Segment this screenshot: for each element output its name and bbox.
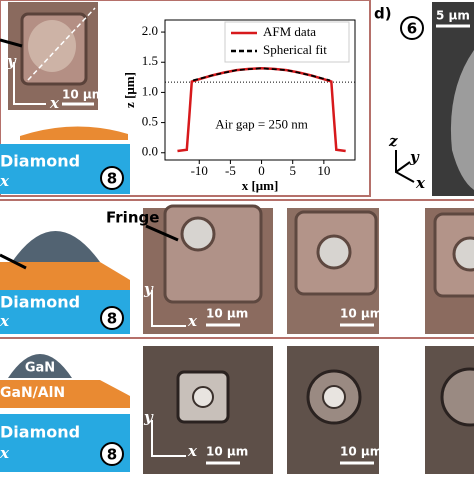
y-axis-label: z [μm]	[122, 72, 137, 108]
x-axis-label: x [μm]	[242, 178, 279, 193]
data-line	[192, 67, 331, 82]
x-tick-label: 10	[317, 163, 330, 178]
profile-line	[27, 7, 96, 81]
annotation: Fringe	[106, 209, 159, 227]
layer-label: GaN/AlN	[0, 385, 65, 401]
axis-label: x	[0, 444, 10, 462]
axes-icon	[395, 161, 411, 173]
y-tick-label: 0.5	[142, 114, 158, 129]
layer	[0, 262, 130, 290]
scale-bar-label: 10 μm	[340, 445, 382, 459]
x-tick-label: -10	[191, 163, 208, 178]
step-badge	[100, 166, 124, 190]
step-number: 8	[107, 446, 117, 464]
dome	[452, 236, 474, 272]
data-line	[177, 67, 346, 153]
dome	[322, 385, 346, 409]
axes-icon	[13, 62, 46, 105]
material-label: Diamond	[0, 423, 80, 442]
scale-bar-label: 10 μm	[340, 307, 382, 321]
y-tick-label: 2.0	[142, 23, 158, 38]
dome	[28, 20, 76, 72]
dome	[192, 386, 214, 408]
step-badge	[100, 306, 124, 330]
axis-label: x	[49, 94, 60, 112]
step-badge	[400, 16, 424, 40]
axis-label: y	[6, 52, 17, 70]
x-tick-label: 5	[289, 163, 296, 178]
dome	[180, 216, 216, 252]
pillar	[163, 204, 263, 304]
pillar	[440, 367, 474, 427]
chart: 0.0 0.5 1.0 1.5 2.0 -10 -5 0 5 10 x [μm] z [μm] Air …	[122, 19, 356, 193]
axis-label: y	[143, 280, 154, 298]
x-tick-label: 0	[258, 163, 265, 178]
step-badge	[100, 442, 124, 466]
legend-box	[224, 21, 350, 63]
y-tick-label: 1.5	[142, 53, 158, 68]
scale-bar-label: 10 μm	[206, 307, 248, 321]
y-tick-label: 0.0	[142, 144, 158, 159]
axis-label: z	[388, 132, 398, 150]
axis-label: x	[187, 442, 198, 460]
step-number: 8	[107, 310, 117, 328]
axes-icon	[151, 420, 186, 457]
arrow	[145, 224, 179, 242]
axes-icon	[151, 290, 186, 327]
axis-label: x	[187, 312, 198, 330]
material-label: Diamond	[0, 293, 80, 312]
annotation: Air gap = 250 nm	[215, 117, 308, 132]
axis-label: x	[0, 312, 10, 330]
scale-bar-label: 5 μm	[436, 9, 470, 23]
arrow	[0, 38, 23, 48]
panel-frame	[0, 0, 371, 197]
scale-bar-label: 10 μm	[62, 88, 104, 102]
layer	[0, 380, 130, 408]
y-tick-label: 1.0	[142, 83, 158, 98]
legend-label: AFM data	[263, 24, 316, 39]
x-tick-label: -5	[225, 163, 236, 178]
scale-bar-label: 10 μm	[206, 445, 248, 459]
layer-label: GaN	[25, 361, 55, 376]
step-number: 8	[107, 170, 117, 188]
dome	[316, 234, 352, 270]
sem-feature	[450, 50, 474, 190]
axis-label: x	[0, 172, 10, 190]
layer	[20, 126, 128, 140]
panel-label: d)	[374, 5, 392, 23]
axis-label: y	[409, 148, 420, 166]
arrow	[0, 253, 27, 270]
axis-label: y	[143, 408, 154, 426]
legend-label: Spherical fit	[263, 42, 327, 57]
dome	[12, 231, 100, 262]
dome	[8, 354, 72, 378]
axis-label: x	[415, 174, 426, 192]
step-number: 6	[407, 20, 417, 38]
material-label: Diamond	[0, 152, 80, 171]
